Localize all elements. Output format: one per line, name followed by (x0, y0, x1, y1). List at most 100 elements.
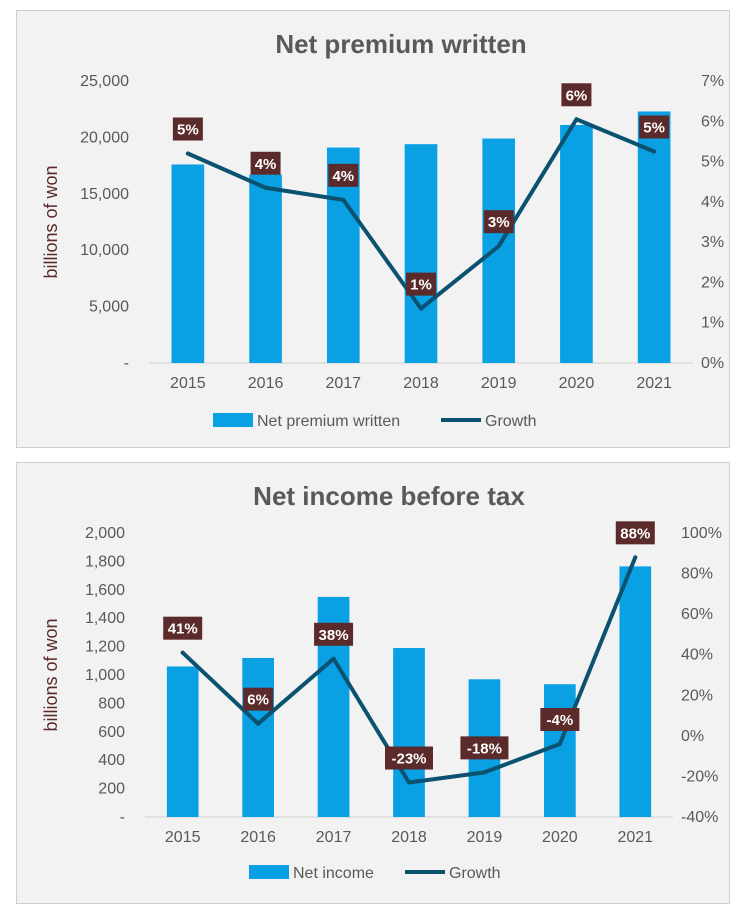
bar (393, 648, 425, 817)
growth-point (331, 656, 336, 661)
data-label: 88% (620, 525, 650, 542)
y2-tick-label: 100% (681, 525, 722, 542)
y2-tick-label: 2% (701, 274, 724, 291)
legend-swatch-bar (213, 413, 253, 427)
data-label: 3% (488, 214, 510, 231)
y2-tick-label: 60% (681, 606, 713, 623)
y2-tick-label: 20% (681, 687, 713, 704)
y-axis-title: billions of won (41, 165, 61, 278)
x-tick-label: 2018 (403, 375, 439, 392)
y-tick-label: 5,000 (89, 299, 129, 316)
y-tick-label: 1,000 (85, 667, 125, 684)
x-tick-label: 2021 (636, 375, 672, 392)
bar (482, 138, 516, 363)
growth-point (574, 117, 579, 122)
net-premium-chart-svg: Net premium written billions of won - 5,000… (41, 29, 724, 430)
y2-tick-label: 1% (701, 315, 724, 332)
chart-title: Net premium written (275, 29, 526, 59)
y-tick-label: 1,800 (85, 553, 125, 570)
data-label: 41% (168, 621, 198, 638)
x-tick-label: 2020 (559, 375, 595, 392)
y-tick-label: 200 (98, 781, 125, 798)
y2-tick-label: -20% (681, 768, 718, 785)
data-label: 5% (643, 120, 665, 137)
y-axis-title: billions of won (41, 618, 61, 731)
y2-tick-label: 0% (681, 728, 704, 745)
y-tick-label: - (124, 355, 129, 372)
x-tick-label: 2018 (391, 829, 427, 846)
growth-point (482, 770, 487, 775)
y-tick-label: 1,400 (85, 610, 125, 627)
bar (404, 144, 438, 363)
data-label-box (314, 622, 354, 646)
x-tick-label: 2017 (316, 829, 352, 846)
bar (560, 124, 593, 363)
growth-point (185, 151, 190, 156)
growth-point (263, 185, 268, 190)
y-tick-label: 400 (98, 752, 125, 769)
data-label: -4% (547, 712, 574, 729)
legend-label: Growth (449, 865, 501, 882)
growth-point (557, 741, 562, 746)
legend-label: Growth (485, 413, 537, 430)
data-label: 4% (255, 156, 277, 173)
net-income-chart-svg: Net income before tax billions of won - 200… (41, 481, 722, 882)
data-label-box (172, 117, 203, 141)
data-label-box (385, 746, 433, 770)
growth-point (633, 555, 638, 560)
data-label-box (639, 115, 670, 139)
data-label-box (250, 151, 281, 175)
y2-tick-label: 3% (701, 234, 724, 251)
x-tick-label: 2021 (617, 829, 653, 846)
data-label-box (561, 83, 592, 107)
data-label: 4% (332, 168, 354, 185)
chart-title: Net income before tax (253, 481, 525, 511)
data-label: -23% (391, 751, 426, 768)
bar (249, 174, 282, 363)
data-label-box (328, 163, 359, 187)
x-tick-label: 2016 (248, 375, 284, 392)
x-tick-label: 2015 (170, 375, 206, 392)
chart-panel-net-income: Net income before tax billions of won - 200… (16, 462, 730, 904)
bar (242, 657, 274, 817)
y-tick-label: 600 (98, 724, 125, 741)
x-tick-label: 2015 (165, 829, 201, 846)
y-tick-label: - (120, 809, 125, 826)
growth-point (496, 244, 501, 249)
y2-tick-label: -40% (681, 809, 718, 826)
bar (544, 684, 576, 817)
x-tick-label: 2019 (481, 375, 517, 392)
data-label: 6% (566, 87, 588, 104)
data-label: 6% (247, 692, 269, 709)
data-label: 5% (177, 122, 199, 139)
bar (171, 164, 205, 363)
chart-panel-net-premium: Net premium written billions of won - 5,000… (16, 10, 730, 448)
y2-tick-label: 7% (701, 73, 724, 90)
growth-point (180, 650, 185, 655)
data-label-box (243, 687, 274, 711)
growth-point (256, 721, 261, 726)
growth-point (652, 149, 657, 154)
data-label-box (615, 521, 655, 545)
y2-tick-label: 40% (681, 647, 713, 664)
legend-swatch-bar (249, 865, 289, 879)
y-tick-label: 1,200 (85, 639, 125, 656)
data-label: 38% (319, 627, 349, 644)
legend-label: Net premium written (257, 413, 400, 430)
data-label: -18% (467, 740, 502, 757)
growth-point (407, 780, 411, 785)
bar (619, 566, 652, 817)
bar (637, 111, 671, 364)
y2-tick-label: 6% (701, 113, 724, 130)
y2-tick-label: 0% (701, 355, 724, 372)
data-label-box (406, 272, 436, 296)
y2-tick-label: 80% (681, 566, 713, 583)
y-tick-label: 2,000 (85, 525, 125, 542)
x-tick-label: 2019 (467, 829, 503, 846)
data-label: 1% (410, 277, 432, 294)
y-tick-label: 10,000 (80, 242, 129, 259)
data-label-box (540, 707, 580, 731)
growth-point (341, 197, 346, 202)
data-label-box (163, 616, 203, 640)
y-tick-label: 1,600 (85, 582, 125, 599)
